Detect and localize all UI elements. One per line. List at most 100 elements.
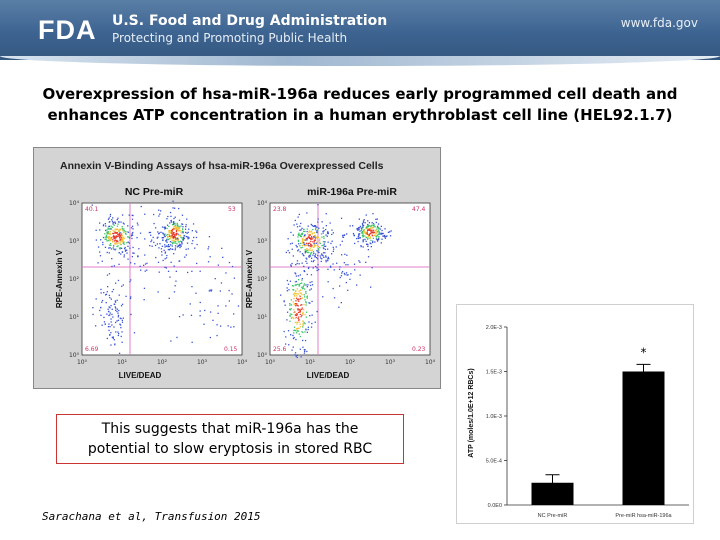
scatter-point (305, 237, 307, 240)
scatter-point (130, 262, 132, 264)
scatter-point (124, 246, 126, 249)
scatter-point (99, 222, 101, 224)
scatter-point (335, 246, 337, 248)
scatter-point (126, 231, 128, 233)
scatter-point (298, 283, 300, 286)
scatter-point (128, 242, 130, 244)
scatter-point (110, 298, 112, 300)
scatter-point (152, 236, 154, 239)
scatter-point (366, 228, 368, 230)
scatter-point (288, 252, 291, 254)
scatter-point (165, 257, 168, 259)
scatter-point (186, 236, 189, 238)
scatter-point (291, 242, 293, 244)
scatter-point (303, 242, 305, 244)
scatter-point (315, 236, 318, 239)
scatter-point (110, 243, 112, 245)
scatter-point (325, 255, 327, 257)
scatter-point (123, 237, 125, 240)
scatter-point (295, 328, 298, 330)
scatter-point (109, 297, 111, 299)
scatter-point (302, 241, 304, 243)
scatter-point (316, 269, 318, 272)
scatter-point (174, 236, 176, 238)
scatter-point (114, 249, 116, 251)
scatter-point (302, 313, 304, 315)
scatter-point (372, 232, 375, 234)
scatter-point (366, 231, 368, 233)
scatter-point (297, 249, 300, 251)
scatter-point (379, 232, 381, 234)
quad-ur-mir196a: 47.4 (412, 206, 426, 213)
scatter-point (357, 229, 359, 231)
x-tick-label: 10¹ (305, 359, 316, 366)
scatter-point (327, 281, 329, 283)
scatter-point (297, 275, 300, 277)
scatter-point (364, 232, 366, 234)
scatter-point (299, 274, 301, 276)
scatter-point (304, 299, 306, 301)
scatter-point (116, 232, 118, 234)
scatter-point (127, 236, 130, 238)
scatter-point (292, 285, 294, 287)
scatter-point (199, 270, 201, 272)
ylabel-nc: RPE-Annexin V (55, 249, 64, 308)
scatter-point (121, 285, 123, 287)
scatter-point (99, 251, 101, 253)
scatter-point (127, 241, 129, 243)
scatter-point (191, 230, 193, 232)
scatter-point (305, 251, 307, 253)
scatter-point (110, 321, 112, 323)
scatter-point (309, 234, 311, 236)
scatter-point (357, 227, 359, 230)
scatter-point (181, 214, 184, 216)
scatter-point (179, 243, 181, 245)
scatter-point (117, 316, 119, 318)
scatter-point (293, 224, 295, 226)
scatter-point (292, 289, 294, 291)
scatter-point (383, 235, 386, 237)
scatter-point (101, 260, 103, 262)
scatter-point (139, 232, 142, 234)
scatter-point (325, 245, 327, 247)
scatter-point (304, 230, 306, 233)
scatter-point (106, 236, 108, 239)
scatter-point (378, 231, 380, 233)
scatter-point (313, 259, 315, 262)
scatter-point (173, 217, 175, 220)
scatter-point (164, 246, 166, 248)
scatter-point (143, 264, 145, 266)
scatter-point (297, 305, 299, 307)
scatter-point (289, 308, 291, 311)
scatter-point (108, 329, 110, 332)
scatter-point (115, 228, 117, 231)
scatter-point (322, 255, 324, 257)
scatter-point (221, 247, 223, 249)
scatter-point (119, 234, 121, 236)
scatter-point (285, 251, 287, 254)
scatter-point (302, 331, 304, 334)
fda-url[interactable]: www.fda.gov (620, 16, 698, 30)
scatter-point (170, 220, 172, 222)
scatter-point (179, 226, 181, 228)
scatter-point (369, 236, 371, 238)
scatter-point (168, 230, 170, 233)
scatter-point (103, 316, 105, 319)
scatter-point (233, 326, 235, 328)
scatter-point (314, 256, 316, 258)
scatter-point (299, 235, 302, 238)
scatter-point (333, 269, 335, 271)
y-tick-label: 10³ (257, 238, 268, 245)
scatter-point (301, 282, 303, 284)
scatter-point (99, 309, 101, 312)
scatter-point (311, 284, 314, 286)
scatter-point (170, 235, 172, 237)
scatter-point (176, 246, 179, 248)
scatter-point (173, 228, 175, 230)
scatter-point (296, 246, 298, 248)
scatter-point (303, 265, 305, 267)
scatter-point (225, 272, 227, 274)
scatter-point (293, 289, 295, 291)
scatter-point (302, 240, 304, 243)
scatter-point (292, 337, 295, 340)
